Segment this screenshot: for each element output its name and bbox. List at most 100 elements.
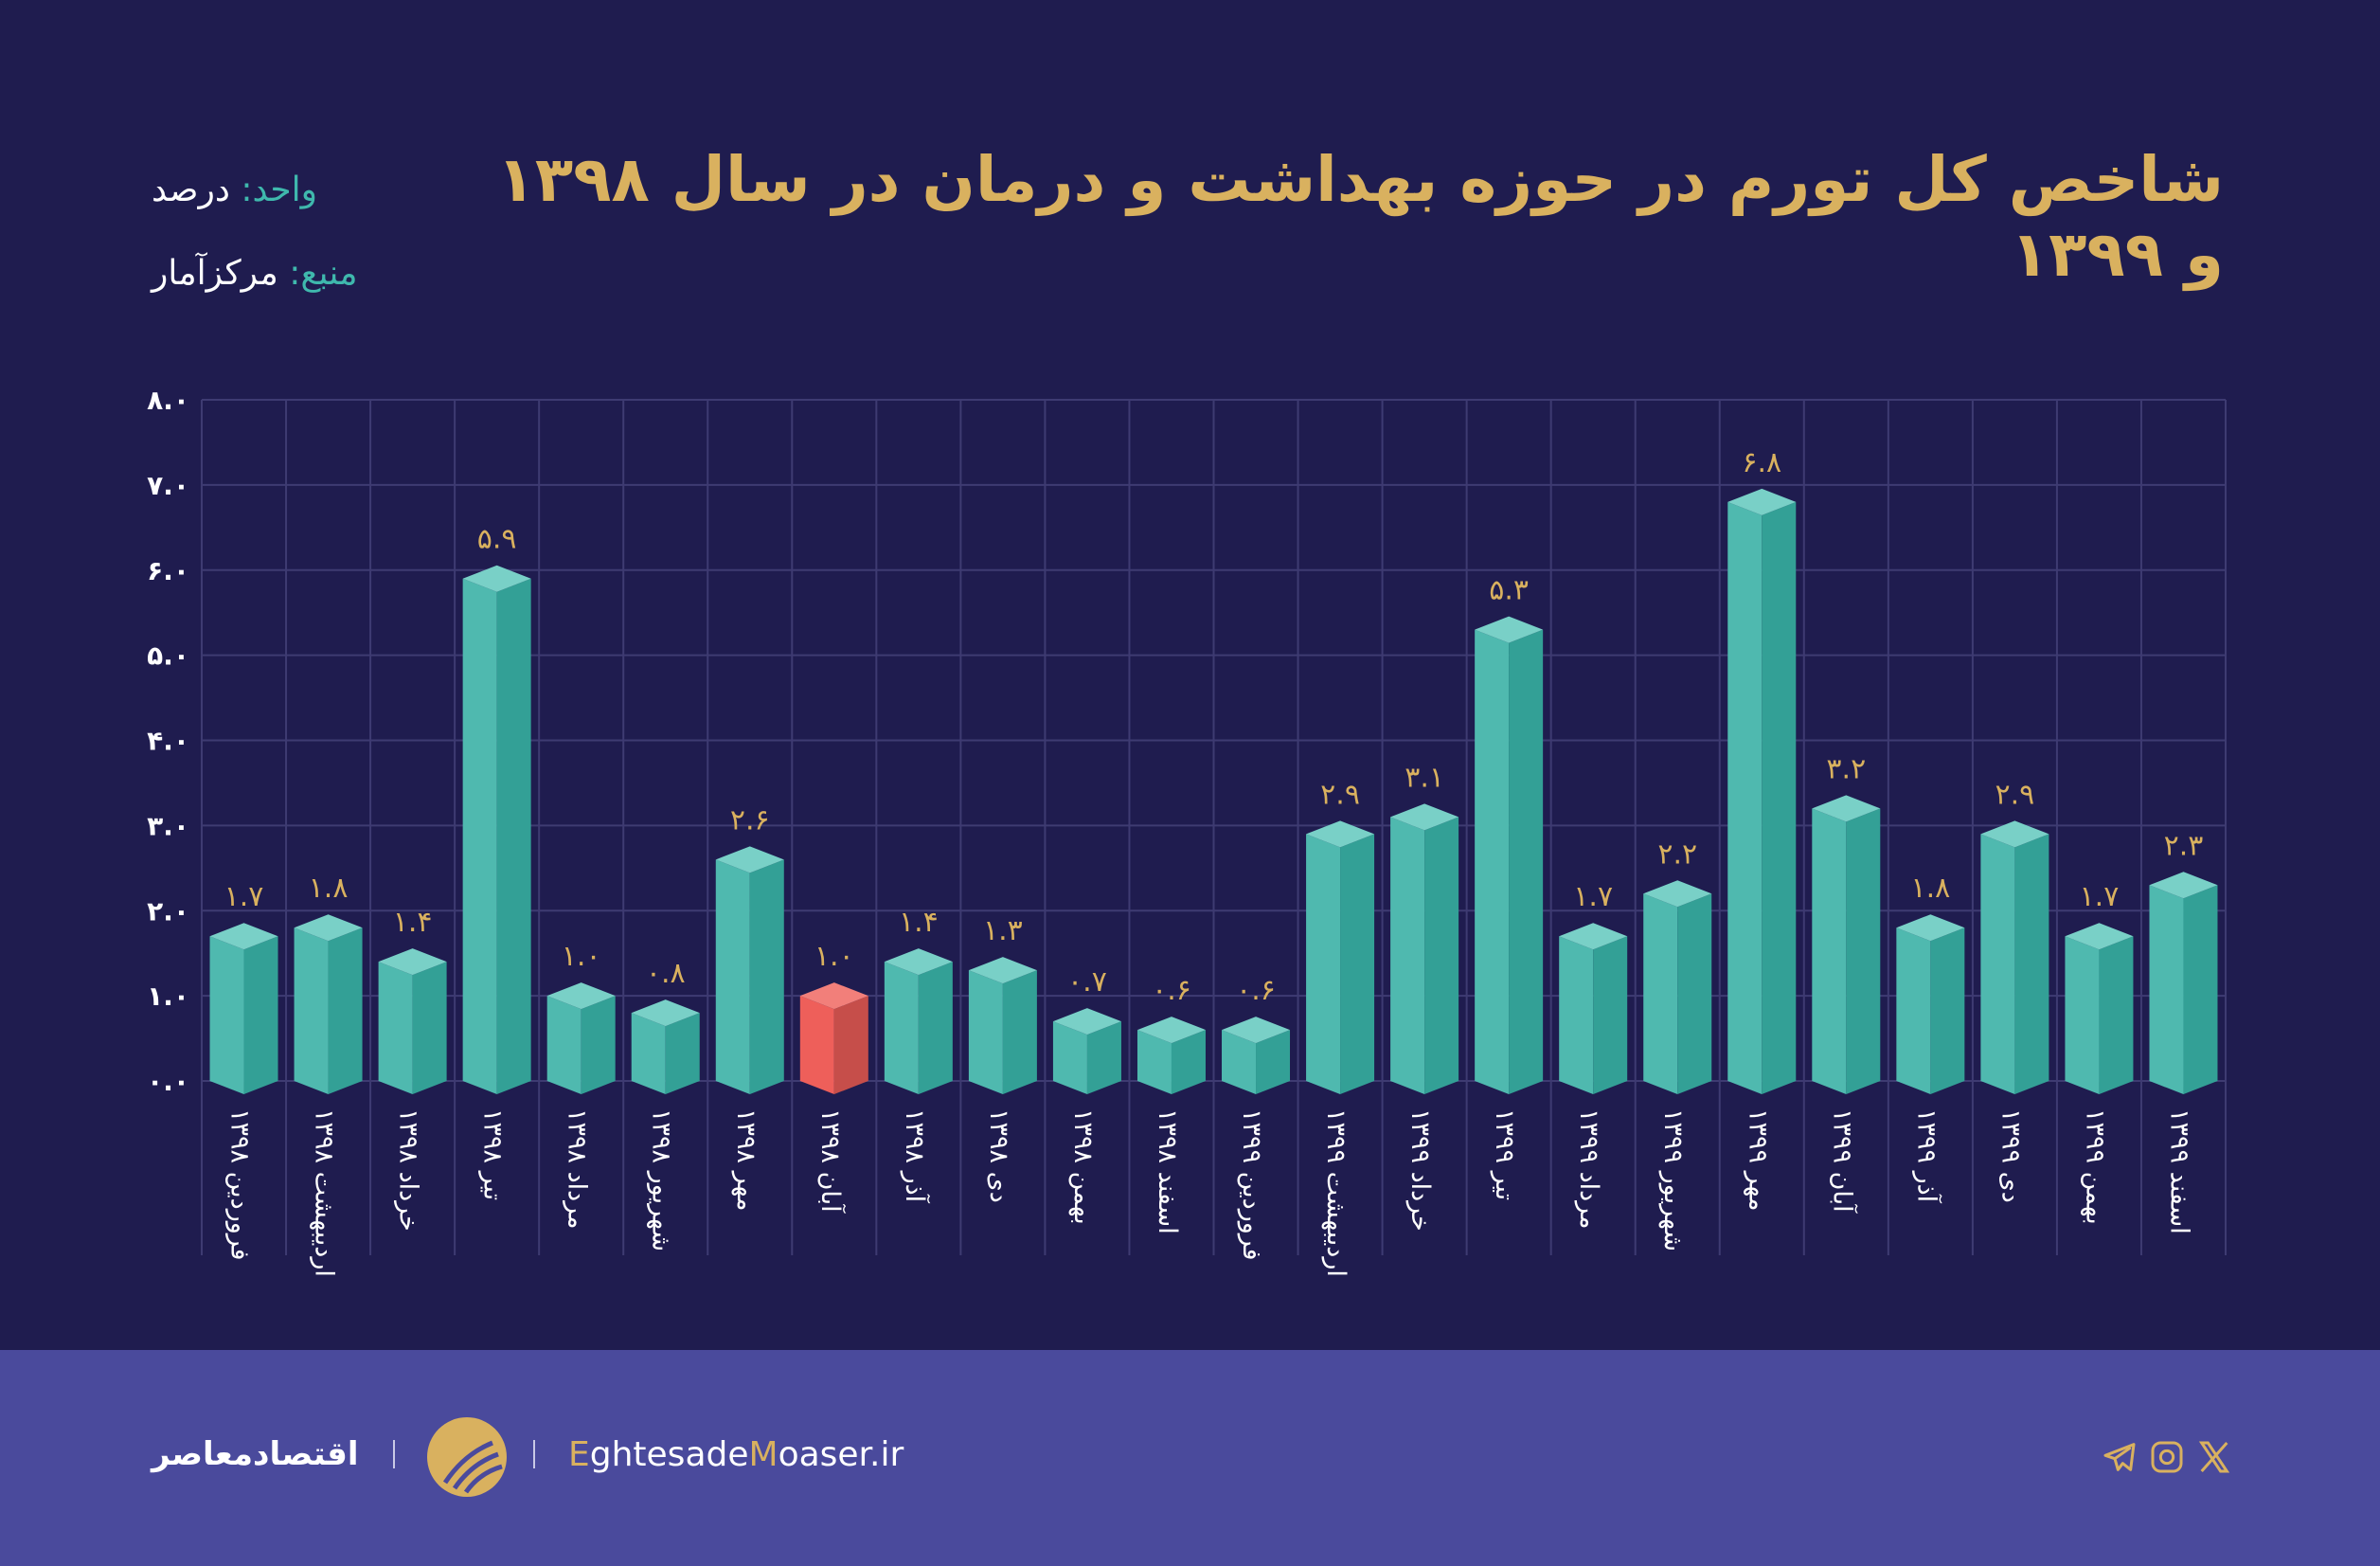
bar bbox=[1896, 914, 1965, 1094]
bar-right-face bbox=[2183, 885, 2218, 1094]
unit-label: واحد: درصد bbox=[152, 171, 317, 209]
brand-name: اقتصادمعاصر bbox=[152, 1435, 359, 1473]
bar-top-face bbox=[884, 948, 953, 976]
bar bbox=[209, 923, 278, 1094]
bar-left-face bbox=[2149, 885, 2184, 1094]
value-label: ۲.۹ bbox=[1320, 778, 1360, 811]
bar-right-face bbox=[1762, 501, 1797, 1094]
bar-left-face bbox=[1559, 936, 1594, 1094]
y-tick-label: ۴.۰ bbox=[147, 726, 189, 757]
x-tick-label: فروردین ۱۳۹۸ bbox=[224, 1108, 255, 1261]
bar-top-face bbox=[1727, 488, 1797, 515]
x-tick-label: آذر ۱۳۹۹ bbox=[1911, 1108, 1942, 1203]
footer: اقتصادمعاصر EghtesadeMoaser.ir bbox=[0, 1350, 2380, 1566]
bar bbox=[799, 982, 868, 1094]
value-label: ۱.۷ bbox=[1573, 880, 1613, 913]
bar-top-face bbox=[1052, 1008, 1121, 1035]
bar bbox=[1390, 803, 1459, 1094]
x-tick-label: تیر ۱۳۹۹ bbox=[1490, 1108, 1520, 1201]
x-tick-label: اردیبهشت ۱۳۹۸ bbox=[309, 1108, 339, 1277]
x-tick-label: فروردین ۱۳۹۹ bbox=[1237, 1108, 1267, 1261]
bar-right-face bbox=[496, 578, 531, 1094]
bar-top-face bbox=[799, 982, 868, 1010]
bar bbox=[462, 565, 531, 1094]
bar-top-face bbox=[715, 846, 784, 873]
bar-left-face bbox=[1052, 1021, 1087, 1094]
bar-right-face bbox=[328, 927, 363, 1094]
bar-left-face bbox=[1727, 501, 1763, 1094]
bar bbox=[378, 948, 447, 1094]
bar bbox=[1980, 820, 2049, 1094]
y-tick-label: ۵.۰ bbox=[147, 640, 189, 672]
y-tick-label: ۳.۰ bbox=[147, 810, 189, 841]
bar bbox=[294, 914, 363, 1094]
x-tick-label: آبان ۱۳۹۹ bbox=[1827, 1108, 1857, 1213]
bar-right-face bbox=[665, 1013, 700, 1094]
bar bbox=[968, 957, 1037, 1094]
bar-left-face bbox=[968, 970, 1003, 1094]
source-value: مرکزآمار bbox=[152, 254, 278, 293]
bar-left-face bbox=[631, 1013, 666, 1094]
bar-top-face bbox=[1980, 820, 2049, 848]
x-tick-label: شهریور ۱۳۹۸ bbox=[646, 1108, 676, 1252]
bar-left-face bbox=[1306, 834, 1341, 1094]
bar-left-face bbox=[1896, 927, 1931, 1094]
bar-right-face bbox=[918, 962, 953, 1094]
bar-left-face bbox=[294, 927, 329, 1094]
website-link[interactable]: EghtesadeMoaser.ir bbox=[568, 1435, 904, 1474]
value-label: ۲.۶ bbox=[730, 803, 770, 837]
bar-right-face bbox=[412, 962, 447, 1094]
value-label: ۰.۶ bbox=[1152, 974, 1191, 1007]
x-icon[interactable] bbox=[2195, 1438, 2233, 1476]
x-tick-label: اردیبهشت ۱۳۹۹ bbox=[1321, 1108, 1351, 1277]
bar-left-face bbox=[884, 962, 919, 1094]
instagram-icon[interactable] bbox=[2148, 1438, 2186, 1476]
bar-top-face bbox=[1306, 820, 1375, 848]
bar-left-face bbox=[209, 936, 244, 1094]
bar-left-face bbox=[1980, 834, 2015, 1094]
bar-right-face bbox=[1256, 1030, 1291, 1094]
bar-left-face bbox=[462, 578, 497, 1094]
bar bbox=[1052, 1008, 1121, 1094]
bar-left-face bbox=[546, 996, 582, 1094]
value-label: ۶.۸ bbox=[1742, 446, 1781, 479]
bar-left-face bbox=[2065, 936, 2100, 1094]
bar-right-face bbox=[243, 936, 278, 1094]
bar-left-face bbox=[1475, 629, 1510, 1094]
bar-right-face bbox=[581, 996, 616, 1094]
value-label: ۰.۸ bbox=[646, 957, 686, 990]
unit-value: درصد bbox=[152, 171, 230, 209]
bar bbox=[715, 846, 784, 1094]
unit-key: واحد: bbox=[241, 171, 318, 209]
y-tick-label: ۲.۰ bbox=[147, 895, 189, 927]
y-tick-label: ۶.۰ bbox=[147, 555, 189, 586]
bar bbox=[2065, 923, 2134, 1094]
bar-top-face bbox=[1896, 914, 1965, 942]
x-tick-label: آذر ۱۳۹۸ bbox=[899, 1108, 929, 1203]
value-label: ۰.۷ bbox=[1067, 965, 1107, 999]
bar bbox=[1727, 488, 1797, 1094]
bar-right-face bbox=[1340, 834, 1375, 1094]
x-tick-label: اسفند ۱۳۹۸ bbox=[1152, 1108, 1182, 1234]
bar-left-face bbox=[1136, 1030, 1172, 1094]
x-tick-label: تیر ۱۳۹۸ bbox=[477, 1108, 508, 1201]
bar-right-face bbox=[1677, 893, 1712, 1094]
bar-top-face bbox=[1390, 803, 1459, 831]
bar-top-face bbox=[631, 999, 700, 1027]
bar-top-face bbox=[294, 914, 363, 942]
bar-top-face bbox=[546, 982, 616, 1010]
bar-left-face bbox=[1643, 893, 1678, 1094]
bar-right-face bbox=[1930, 927, 1965, 1094]
telegram-icon[interactable] bbox=[2101, 1438, 2138, 1476]
y-tick-label: ۱.۰ bbox=[147, 981, 189, 1012]
divider bbox=[393, 1440, 395, 1468]
value-label: ۵.۳ bbox=[1489, 574, 1529, 607]
value-label: ۱.۴ bbox=[899, 906, 939, 939]
bar-chart: ۰.۰ ۱.۰ ۲.۰ ۳.۰ ۴.۰ ۵.۰ ۶.۰ ۷.۰ ۸.۰ ۱.۷ ۱.۸ ۱.۴ ۵.۹ ۱… bbox=[147, 385, 2227, 1255]
value-label: ۳.۲ bbox=[1826, 752, 1866, 785]
bar-left-face bbox=[378, 962, 413, 1094]
bar bbox=[1306, 820, 1375, 1094]
bar-left-face bbox=[715, 859, 750, 1094]
bar-right-face bbox=[1002, 970, 1037, 1094]
source-label: منبع: مرکزآمار bbox=[152, 254, 358, 293]
